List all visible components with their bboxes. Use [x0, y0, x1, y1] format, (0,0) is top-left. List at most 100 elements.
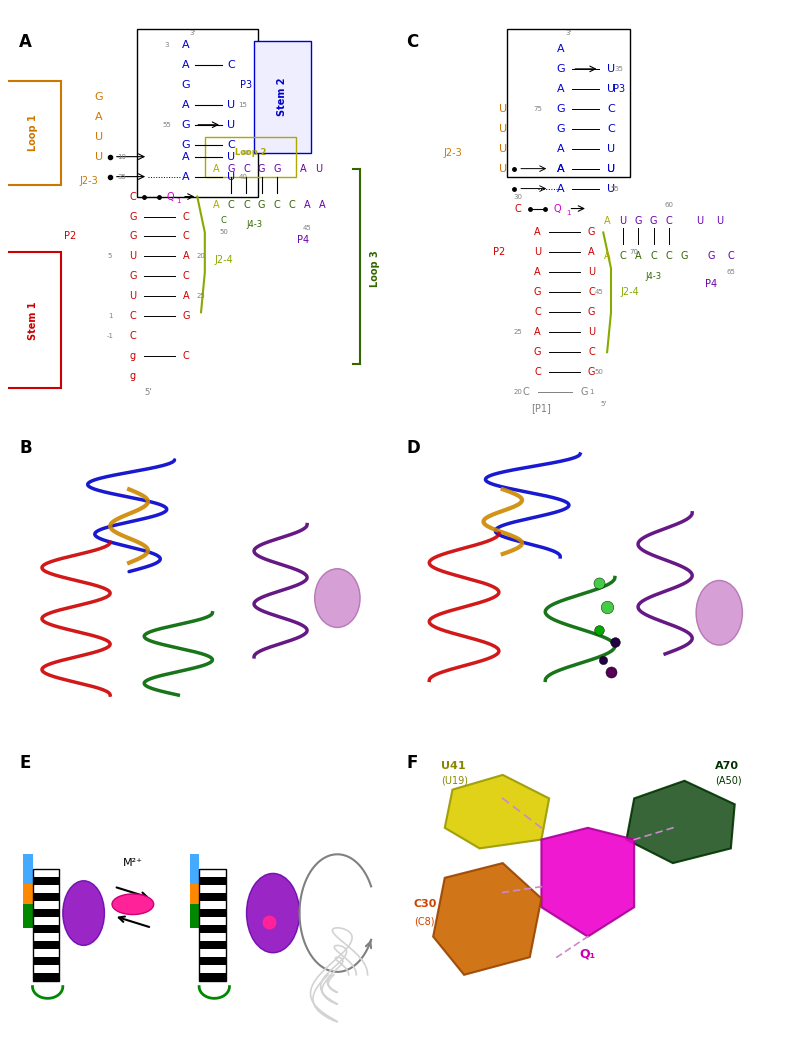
Text: Q: Q: [553, 204, 561, 213]
Text: F: F: [406, 754, 417, 773]
Text: G: G: [258, 164, 265, 173]
Text: G: G: [258, 200, 265, 210]
Text: A: A: [604, 215, 611, 226]
Text: U: U: [607, 184, 615, 193]
Text: C: C: [534, 308, 541, 317]
Text: A: A: [557, 44, 565, 54]
Text: C: C: [607, 124, 615, 133]
Text: 1: 1: [108, 313, 112, 319]
Text: C: C: [289, 200, 295, 210]
Text: G: G: [556, 124, 565, 133]
Text: G: G: [634, 215, 641, 226]
Text: C: C: [522, 387, 529, 397]
Text: -1: -1: [107, 333, 114, 339]
Text: C: C: [182, 211, 189, 222]
Text: B: B: [19, 439, 32, 458]
Text: 70: 70: [630, 250, 639, 255]
Text: G: G: [182, 311, 189, 321]
Text: G: G: [588, 228, 596, 237]
Text: A: A: [182, 60, 189, 70]
Bar: [23, 904, 32, 928]
Text: U41: U41: [441, 761, 466, 771]
Text: U: U: [588, 328, 595, 337]
Text: C: C: [182, 231, 189, 242]
Text: 20: 20: [514, 390, 522, 395]
Text: U: U: [534, 248, 541, 257]
Ellipse shape: [246, 874, 300, 952]
Text: Stem 1: Stem 1: [28, 301, 38, 339]
Bar: [199, 909, 226, 917]
Text: G: G: [95, 91, 103, 102]
Bar: [199, 892, 226, 901]
Text: A: A: [557, 184, 565, 193]
Text: (A50): (A50): [716, 776, 742, 785]
Text: U: U: [607, 144, 615, 153]
Text: C: C: [274, 200, 280, 210]
Text: C: C: [589, 288, 595, 297]
Text: P2: P2: [493, 248, 505, 257]
Text: A: A: [304, 200, 310, 210]
Text: C: C: [619, 251, 626, 261]
Text: G: G: [129, 231, 136, 242]
Polygon shape: [626, 781, 735, 863]
Text: U: U: [499, 144, 507, 153]
Text: U: U: [315, 164, 322, 173]
Bar: [32, 941, 59, 949]
Bar: [189, 884, 199, 904]
Text: C: C: [515, 204, 522, 213]
Text: A: A: [635, 251, 641, 261]
Text: Loop 1: Loop 1: [28, 114, 38, 151]
Text: 1: 1: [567, 210, 571, 215]
Text: C: C: [666, 215, 672, 226]
Text: A: A: [534, 268, 540, 277]
Text: U: U: [95, 151, 103, 162]
Ellipse shape: [315, 569, 360, 628]
Bar: [32, 957, 59, 965]
Text: U: U: [499, 124, 507, 133]
Text: G: G: [556, 104, 565, 113]
Text: Stem 2: Stem 2: [278, 78, 287, 117]
Bar: [199, 877, 226, 885]
Text: 40: 40: [238, 173, 247, 180]
FancyBboxPatch shape: [254, 41, 311, 152]
Text: G: G: [650, 215, 657, 226]
Text: G: G: [181, 80, 190, 90]
Text: G: G: [580, 387, 588, 397]
Text: 30: 30: [514, 193, 523, 200]
Text: 10: 10: [117, 153, 126, 160]
Text: A: A: [182, 171, 189, 182]
Text: G: G: [588, 368, 596, 377]
Text: G: G: [227, 164, 235, 173]
Text: A: A: [213, 200, 219, 210]
Text: 3': 3': [565, 30, 572, 36]
Bar: [32, 925, 59, 932]
Text: A: A: [300, 164, 307, 173]
Text: A: A: [182, 100, 189, 110]
Text: 35: 35: [615, 66, 623, 71]
Text: A: A: [95, 111, 103, 122]
Text: 20: 20: [196, 253, 205, 259]
Text: A: A: [534, 228, 540, 237]
Text: C: C: [650, 251, 657, 261]
Text: 35: 35: [117, 173, 126, 180]
Ellipse shape: [63, 881, 104, 945]
Text: P3: P3: [241, 80, 252, 90]
Text: 60: 60: [664, 202, 674, 208]
Text: C30: C30: [413, 899, 437, 909]
Text: A: A: [213, 164, 219, 173]
Polygon shape: [433, 863, 541, 974]
Text: A: A: [557, 84, 565, 93]
Bar: [23, 855, 32, 884]
Text: 15: 15: [238, 102, 247, 108]
Text: G: G: [129, 271, 136, 281]
Text: U: U: [607, 164, 615, 173]
Bar: [199, 869, 226, 981]
Text: U: U: [499, 164, 507, 173]
Text: C: C: [406, 33, 418, 51]
Text: G: G: [129, 211, 136, 222]
Text: (C8): (C8): [413, 917, 434, 927]
Text: C: C: [243, 164, 250, 173]
Text: C: C: [243, 200, 250, 210]
Bar: [189, 855, 199, 884]
Text: J2-3: J2-3: [443, 148, 462, 158]
